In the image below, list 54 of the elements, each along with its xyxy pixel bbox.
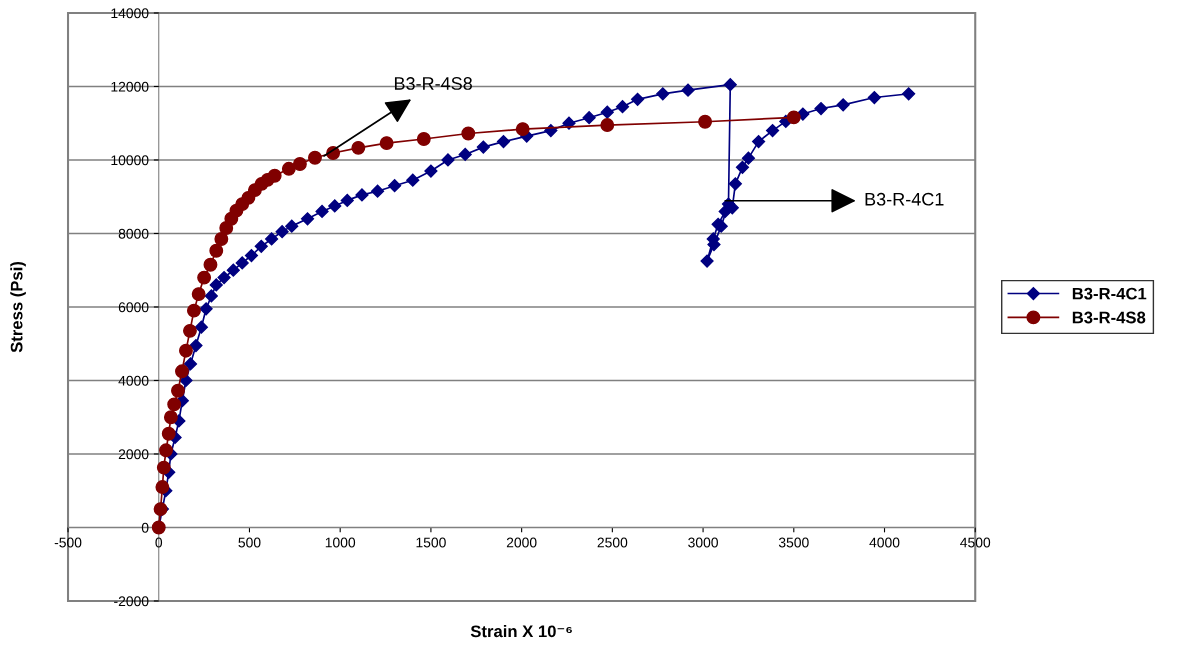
point (351, 140, 366, 155)
y-tick-label: 8000 (118, 228, 149, 239)
point (379, 136, 394, 151)
y-tick-label: 2000 (118, 449, 149, 460)
x-tick-label: 500 (238, 537, 261, 548)
x-tick-label: 1000 (325, 537, 356, 548)
point (209, 243, 224, 258)
point (156, 460, 171, 475)
x-tick-label: 3500 (778, 537, 809, 548)
point (281, 161, 296, 176)
x-axis-title: Strain X 10⁻⁶ (470, 625, 572, 638)
y-tick-label: 6000 (118, 302, 149, 313)
x-tick-label: 2500 (597, 537, 628, 548)
x-tick-label: -500 (54, 537, 82, 548)
point (308, 150, 322, 165)
y-axis-title: Stress (Psi) (10, 261, 26, 353)
point (191, 287, 206, 302)
point (786, 110, 801, 125)
x-tick-label: 4000 (869, 537, 900, 548)
point (171, 383, 185, 398)
point (159, 443, 173, 458)
point (187, 303, 201, 318)
y-tick-label: 14000 (111, 8, 149, 19)
y-tick-label: 10000 (111, 155, 149, 166)
y-tick-label: -2000 (114, 596, 149, 607)
y-tick-label: 0 (141, 522, 149, 533)
point (175, 364, 189, 379)
point (267, 168, 282, 183)
point (163, 410, 178, 425)
point (203, 257, 218, 272)
point (179, 343, 193, 358)
point (461, 126, 476, 141)
point (183, 323, 197, 338)
point (155, 480, 170, 494)
point (292, 157, 307, 171)
x-tick-label: 1500 (416, 537, 446, 548)
annotation: B3-R-4C1 (865, 192, 944, 206)
point (698, 114, 713, 129)
legend-label: B3-R-4S8 (1072, 311, 1146, 324)
x-tick-label: 0 (155, 537, 163, 548)
point (161, 426, 176, 441)
x-tick-label: 4500 (960, 537, 991, 548)
point (167, 397, 182, 412)
x-tick-label: 2000 (506, 537, 537, 548)
point (214, 232, 229, 246)
point (600, 118, 615, 133)
annotation: B3-R-4S8 (394, 77, 472, 90)
point (416, 132, 431, 146)
y-tick-label: 4000 (118, 375, 149, 386)
y-tick-label: 12000 (111, 81, 149, 92)
point (515, 122, 530, 137)
point (197, 270, 212, 285)
legend-label: B3-R-4C1 (1072, 287, 1147, 300)
x-tick-label: 3000 (688, 537, 718, 548)
